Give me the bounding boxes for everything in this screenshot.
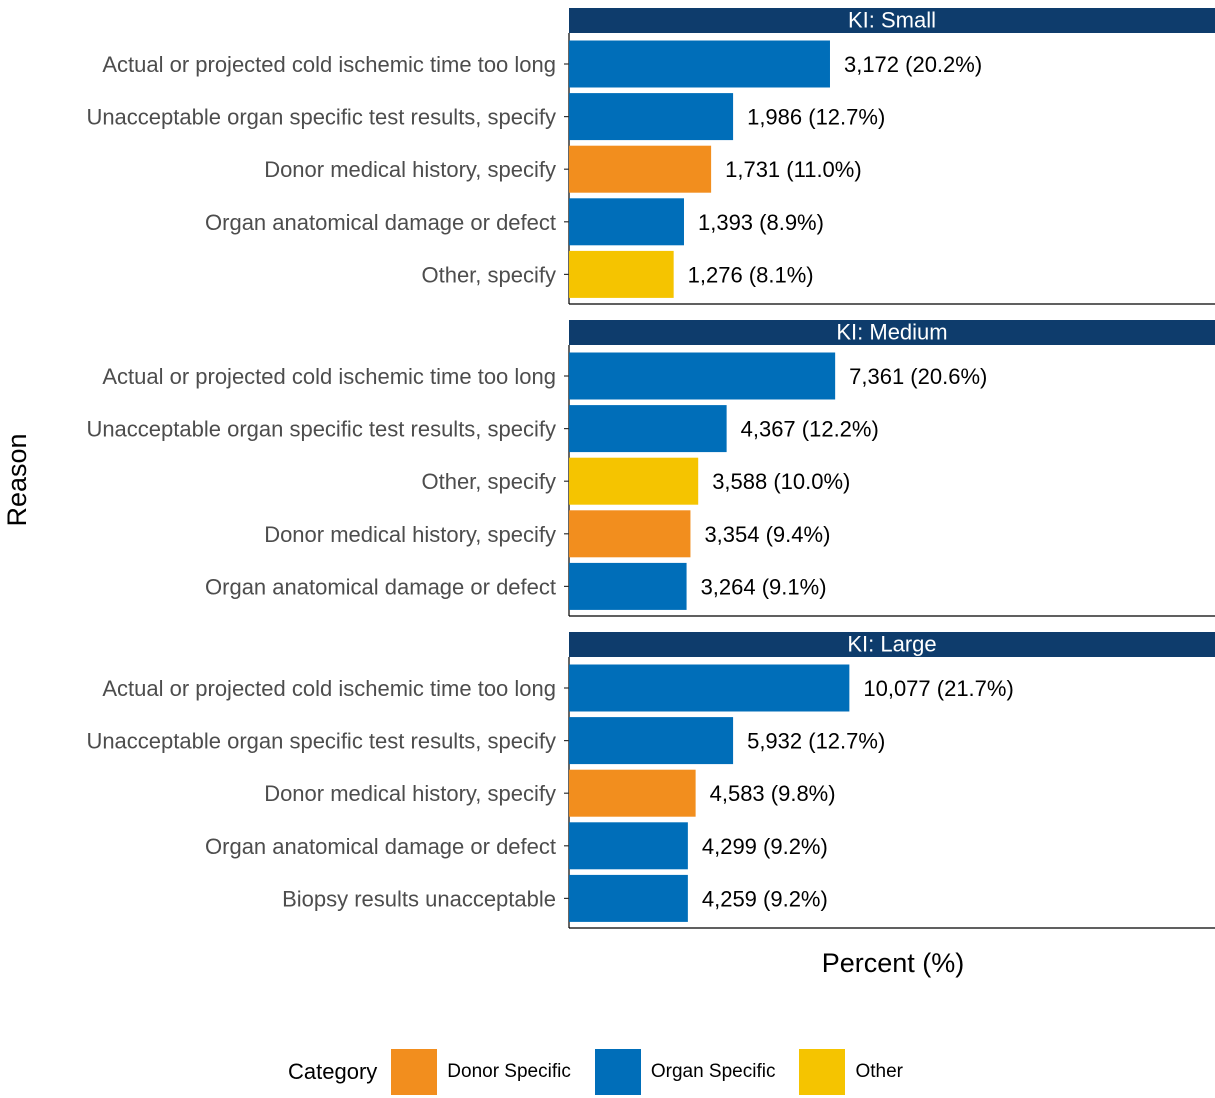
legend-key-donor-specific: [391, 1049, 438, 1095]
panel-ki-medium: KI: Medium Actual or projected cold ische…: [86, 320, 1215, 617]
panel-ki-large: KI: Large Actual or projected cold ischem…: [86, 632, 1215, 929]
y-tick-label-ki-medium-2: Other, specify: [421, 469, 556, 494]
y-tick-label-ki-medium-1: Unacceptable organ specific test results…: [86, 417, 556, 442]
bar-ki-medium-1: [569, 405, 727, 453]
bar-label-ki-small-0: 3,172 (20.2%): [844, 52, 982, 77]
legend: Category Donor Specific Organ Specific O…: [0, 1046, 1215, 1098]
bar-label-ki-small-4: 1,276 (8.1%): [688, 262, 814, 287]
bar-label-ki-medium-2: 3,588 (10.0%): [712, 469, 850, 494]
bar-ki-medium-4: [569, 562, 687, 610]
y-tick-label-ki-medium-3: Donor medical history, specify: [264, 522, 556, 547]
bar-label-ki-large-0: 10,077 (21.7%): [863, 676, 1013, 701]
bar-ki-small-2: [569, 145, 712, 193]
bar-ki-large-4: [569, 874, 688, 922]
legend-key-organ-specific: [594, 1049, 641, 1095]
bar-label-ki-medium-1: 4,367 (12.2%): [741, 417, 879, 442]
bar-ki-large-2: [569, 769, 696, 817]
legend-label-other: Other: [855, 1061, 903, 1082]
y-tick-label-ki-large-4: Biopsy results unacceptable: [282, 886, 556, 911]
bar-ki-large-3: [569, 822, 688, 870]
y-tick-label-ki-large-3: Organ anatomical damage or defect: [205, 834, 556, 859]
legend-key-other: [799, 1049, 846, 1095]
panel-ki-small: KI: Small Actual or projected cold ischem…: [86, 8, 1215, 305]
y-tick-label-ki-medium-0: Actual or projected cold ischemic time t…: [102, 364, 556, 389]
legend-title: Category: [288, 1059, 378, 1084]
bar-label-ki-large-1: 5,932 (12.7%): [747, 729, 885, 754]
y-tick-label-ki-small-2: Donor medical history, specify: [264, 157, 556, 182]
y-tick-label-ki-small-0: Actual or projected cold ischemic time t…: [102, 52, 556, 77]
y-axis-title: Reason: [2, 433, 32, 526]
panel-strip-ki-small: [569, 8, 1215, 33]
panel-strip-ki-medium: [569, 320, 1215, 345]
y-tick-label-ki-large-0: Actual or projected cold ischemic time t…: [102, 676, 556, 701]
legend-item-donor-specific: Donor Specific: [391, 1049, 581, 1095]
bar-label-ki-large-2: 4,583 (9.8%): [710, 781, 836, 806]
bar-label-ki-large-3: 4,299 (9.2%): [702, 834, 828, 859]
bar-label-ki-small-2: 1,731 (11.0%): [725, 157, 862, 182]
bar-ki-medium-3: [569, 510, 691, 558]
legend-item-organ-specific: Organ Specific: [594, 1049, 786, 1095]
panel-title-ki-medium: KI: Medium: [836, 320, 947, 345]
chart-panels: KI: Small Actual or projected cold ischem…: [86, 8, 1215, 929]
bar-ki-large-0: [569, 664, 850, 712]
bar-ki-small-3: [569, 198, 684, 246]
bar-ki-small-1: [569, 93, 734, 141]
bar-label-ki-medium-3: 3,354 (9.4%): [704, 522, 830, 547]
legend-label-organ-specific: Organ Specific: [650, 1061, 776, 1082]
bar-ki-small-4: [569, 250, 674, 298]
bar-ki-large-1: [569, 717, 734, 765]
panel-title-ki-small: KI: Small: [848, 8, 936, 33]
bar-ki-medium-0: [569, 352, 836, 400]
bar-ki-medium-2: [569, 457, 699, 505]
y-tick-label-ki-small-3: Organ anatomical damage or defect: [205, 210, 556, 235]
legend-label-donor-specific: Donor Specific: [447, 1061, 571, 1082]
bar-label-ki-small-1: 1,986 (12.7%): [747, 105, 885, 130]
bar-label-ki-small-3: 1,393 (8.9%): [698, 210, 824, 235]
y-tick-label-ki-large-2: Donor medical history, specify: [264, 781, 556, 806]
y-tick-label-ki-small-1: Unacceptable organ specific test results…: [86, 105, 556, 130]
y-tick-label-ki-small-4: Other, specify: [421, 262, 556, 287]
bar-ki-small-0: [569, 40, 830, 88]
y-tick-label-ki-medium-4: Organ anatomical damage or defect: [205, 574, 556, 599]
panel-strip-ki-large: [569, 632, 1215, 657]
bar-label-ki-medium-0: 7,361 (20.6%): [849, 364, 987, 389]
legend-item-other: Other: [799, 1049, 913, 1095]
y-tick-label-ki-large-1: Unacceptable organ specific test results…: [86, 729, 556, 754]
panel-title-ki-large: KI: Large: [847, 632, 936, 657]
bar-label-ki-medium-4: 3,264 (9.1%): [701, 574, 827, 599]
bar-label-ki-large-4: 4,259 (9.2%): [702, 886, 828, 911]
x-axis-title: Percent (%): [822, 948, 965, 978]
faceted-bar-chart: KI: Small Actual or projected cold ischem…: [2, 8, 1215, 978]
